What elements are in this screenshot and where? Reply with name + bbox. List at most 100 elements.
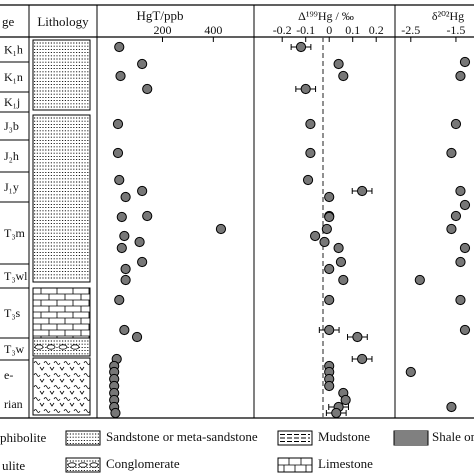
amphibolite-mark	[79, 378, 85, 383]
data-point	[120, 263, 131, 275]
granulite-mark	[73, 373, 81, 377]
amphibolite-mark	[59, 366, 65, 371]
granulite-mark	[43, 361, 51, 365]
data-point	[305, 147, 316, 159]
legend-shale-label: Shale or	[432, 429, 474, 444]
granulite-mark	[53, 373, 61, 377]
data-point	[131, 331, 143, 343]
amphibolite-mark	[79, 390, 85, 395]
granulite-mark	[53, 361, 61, 365]
amphibolite-mark	[69, 402, 75, 407]
granulite-mark	[43, 373, 51, 377]
data-point	[340, 394, 351, 406]
granulite-mark	[33, 409, 41, 413]
amphibolite-mark	[79, 402, 85, 407]
granulite-mark	[63, 409, 71, 413]
unit-label: e-	[4, 368, 13, 382]
granulite-mark	[53, 385, 61, 389]
data-point	[215, 223, 227, 235]
data-point	[459, 242, 471, 254]
legend-limestone-label: Limestone	[318, 456, 373, 471]
granulite-mark	[63, 361, 71, 365]
tick-label-d202: -1.5	[446, 23, 465, 37]
data-point	[324, 191, 335, 203]
granulite-mark	[33, 361, 41, 365]
tick-label-hgt: 200	[153, 23, 171, 37]
lithology-column	[32, 39, 91, 416]
data-point	[119, 324, 130, 336]
granulite-mark	[63, 397, 71, 401]
unit-label: K₁h	[4, 43, 23, 57]
unit-label: T₃w	[4, 342, 25, 356]
legend-sandstone: Sandstone or meta-sandstone	[65, 429, 258, 446]
conglomerate-pebble	[70, 344, 80, 350]
data-point	[310, 230, 321, 242]
header-age: ge	[2, 14, 15, 29]
granulite-mark	[83, 373, 91, 377]
data-point	[324, 211, 335, 223]
amphibolite-mark	[39, 390, 45, 395]
limestone-block	[32, 287, 91, 339]
data-point	[459, 324, 471, 336]
data-point	[137, 58, 148, 70]
data-point	[405, 366, 416, 378]
legend-swatch-pebble	[67, 462, 77, 468]
data-point	[114, 174, 125, 186]
tick-label-d199: 0.2	[369, 23, 384, 37]
legend-swatch-pebble	[89, 462, 99, 468]
unit-label: T₃wl	[4, 269, 28, 283]
granulite-mark	[43, 397, 51, 401]
conglomerate-pebble	[58, 344, 68, 350]
data-point	[142, 83, 153, 95]
conglomerate-pebble	[34, 344, 44, 350]
unit-label: rian	[4, 397, 23, 411]
legend-swatch	[393, 430, 429, 446]
data-point	[331, 407, 342, 419]
data-point	[321, 223, 332, 235]
data-point	[414, 274, 425, 286]
unit-label: J₃b	[4, 119, 19, 133]
data-point	[455, 294, 466, 306]
data-point	[114, 294, 125, 306]
sandstone-block	[32, 114, 91, 283]
tick-label-hgt: 400	[204, 23, 222, 37]
data-point	[455, 70, 466, 82]
legend-granulite-label: ulite	[2, 458, 25, 473]
data-point	[446, 147, 457, 159]
data-point	[115, 70, 126, 82]
header-hgt: HgT/ppb	[137, 8, 184, 23]
stratigraphic-units: K₁h K₁n K₁j J₃b J₂h J₁y T₃m T₃wl T₃s T₃w e-rian	[0, 43, 29, 411]
granulite-mark	[73, 385, 81, 389]
granulite-mark	[83, 409, 91, 413]
legend-sandstone-label: Sandstone or meta-sandstone	[106, 429, 258, 444]
data-point	[116, 242, 127, 254]
legend-mudstone-label: Mudstone	[318, 429, 370, 444]
data-point	[120, 274, 131, 286]
granulite-mark	[53, 409, 61, 413]
legend-limestone: Limestone	[277, 456, 373, 473]
tick-marks	[161, 37, 457, 42]
unit-label: J₁y	[4, 180, 19, 194]
data-point	[450, 210, 462, 222]
legend: phibolite ulite Sandstone or meta-sandston…	[0, 429, 474, 473]
header-d202: δ²⁰²Hg	[432, 9, 464, 23]
data-point	[116, 211, 127, 223]
amphibolite-mark	[79, 366, 85, 371]
data-point	[119, 230, 130, 242]
sandstone-block	[32, 39, 91, 111]
data-point	[112, 118, 124, 130]
data-point	[446, 223, 457, 235]
data-point	[305, 118, 316, 130]
data-point	[137, 185, 148, 197]
data-point	[114, 41, 125, 53]
amphibolite-mark	[49, 402, 55, 407]
amphibolite-mark	[59, 390, 65, 395]
d202-series	[405, 56, 471, 413]
amphibolite-mark	[49, 390, 55, 395]
granulite-mark	[63, 385, 71, 389]
data-point	[302, 174, 314, 186]
d199-series	[290, 41, 373, 419]
data-point	[357, 185, 368, 197]
data-point	[333, 242, 344, 254]
